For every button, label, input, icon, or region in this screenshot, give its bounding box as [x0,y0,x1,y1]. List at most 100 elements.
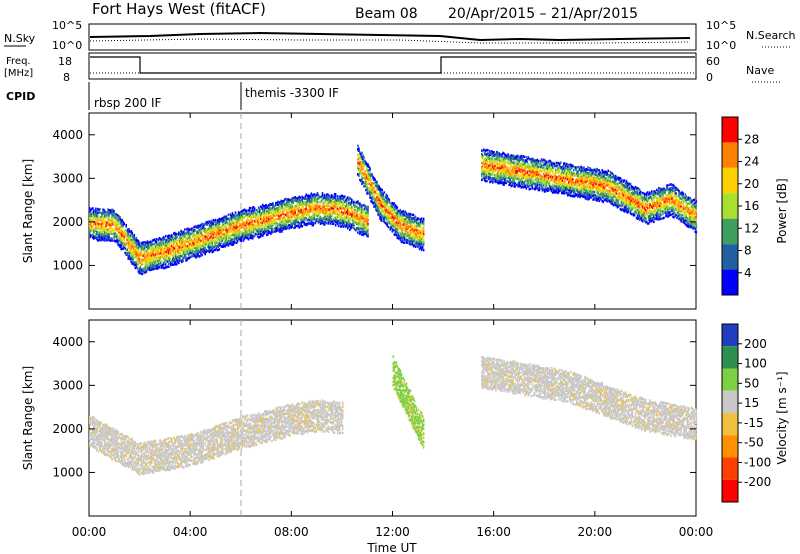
power-cell [368,182,370,186]
power-cell [213,231,216,234]
power-cell [274,204,276,207]
power-cell [131,233,134,237]
power-cell [126,228,129,232]
power-cell [324,218,327,222]
power-cell [104,226,106,229]
power-cell [137,251,140,255]
power-cell [285,202,287,205]
power-cell [188,256,190,259]
power-cell [90,209,92,212]
power-cell [264,211,266,214]
power-cell [227,231,230,234]
power-cell [233,238,236,241]
power-cell [498,177,500,181]
power-cell [410,235,413,239]
power-cell [122,247,124,250]
power-cell [293,213,295,216]
power-cell [164,253,167,257]
power-cell [101,213,103,216]
power-cell [256,234,259,237]
power-cell [342,198,345,202]
power-cell [502,170,504,173]
power-cell [228,236,231,239]
power-cell [363,220,365,223]
power-cell [485,169,487,172]
power-cell [320,195,323,198]
power-cell [484,179,486,182]
power-cell [264,227,266,231]
power-cell [202,250,204,254]
power-cell [304,202,307,206]
power-cell [420,226,423,230]
power-cell [419,231,422,234]
power-cell [119,222,121,225]
power-cell [196,255,198,258]
power-cell [422,220,425,223]
power-cell [156,251,159,254]
power-cell [233,236,236,240]
power-cell [295,213,297,217]
power-cell [341,218,344,221]
power-cell [536,172,539,175]
power-cell [157,242,160,245]
power-cell [420,234,423,237]
power-cell [121,230,123,233]
power-cell [368,169,370,172]
power-cell [334,209,337,213]
power-cell [284,203,286,207]
power-cell [128,240,131,244]
power-cell [213,248,216,252]
power-cell [279,211,281,215]
power-cell [200,231,202,234]
power-cell [407,239,410,242]
power-cell [256,221,259,225]
power-cell [145,241,148,245]
power-cell [403,212,406,215]
power-cell [382,201,384,205]
power-cell [179,236,181,239]
power-cell [161,263,164,267]
power-cell [288,207,290,210]
power-cell [364,181,366,185]
power-cell [110,226,112,230]
power-cell [495,162,497,165]
power-cell [134,256,137,259]
power-cell [267,217,269,221]
power-cell [188,247,190,251]
power-cell [283,214,285,218]
power-cell [383,219,385,223]
power-cell [250,234,253,237]
power-cell [199,228,201,232]
power-cell [254,232,257,236]
power-cell [177,240,179,243]
power-cell [325,213,328,216]
power-cell [237,218,240,221]
power-cell [108,233,110,236]
power-cell [364,230,366,233]
power-cell [283,203,285,207]
power-cell [503,152,505,156]
power-cell [381,214,383,218]
power-cell [492,176,494,180]
power-cell [127,255,130,258]
power-cell [249,234,252,237]
power-cell [232,214,235,217]
power-cell [391,209,394,213]
power-cell [111,213,113,216]
power-cell [374,202,376,205]
power-cell [516,177,519,180]
power-cell [231,216,234,219]
power-cell [168,259,171,263]
power-cell [529,176,532,180]
power-cell [266,215,268,218]
power-cell [284,213,286,216]
power-cell [341,222,344,225]
power-cell [336,198,339,201]
power-cell [252,226,255,229]
power-cell [336,219,339,223]
power-cell [264,214,266,218]
power-cell [112,228,114,231]
power-cell [384,209,387,212]
power-cell [413,216,416,219]
power-cell [94,214,96,217]
